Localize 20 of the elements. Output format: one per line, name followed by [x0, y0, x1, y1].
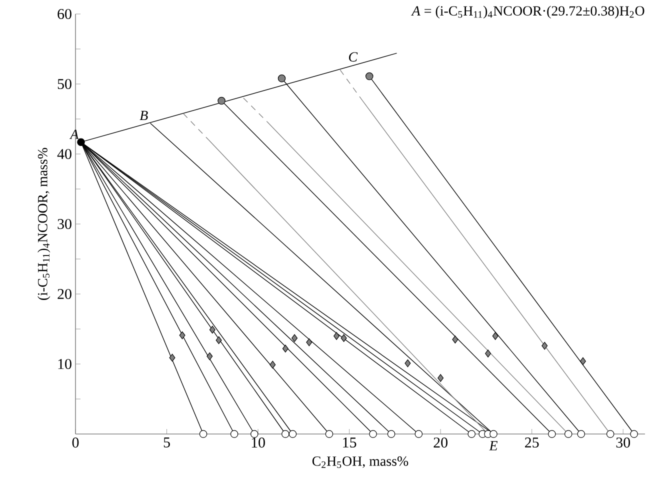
- x-tick-label: 0: [72, 438, 79, 448]
- y-tick-label: 10: [58, 358, 72, 370]
- x-axis-title: C$_{2}$H$_{5}$OH, mass%: [312, 456, 408, 468]
- x-tick-label: 15: [343, 438, 356, 448]
- annotation: C: [349, 52, 358, 62]
- x-tick-label: 5: [164, 438, 170, 448]
- y-tick-label: 20: [58, 288, 72, 300]
- x-tick-label: 10: [252, 438, 265, 448]
- annotation: A: [69, 130, 79, 139]
- text: A = (i-C$_{5}$H$_{11}$)$_{4}$NCOOR·(29.72±0.38)H$_{2}$O: [411, 6, 644, 18]
- y-tick-label: 50: [58, 78, 72, 90]
- annotation: B: [140, 110, 148, 120]
- y-tick-label: 60: [58, 8, 72, 20]
- x-tick-label: 25: [525, 438, 539, 448]
- y-tick-label: 30: [58, 218, 72, 230]
- x-tick-label: 30: [616, 438, 630, 448]
- x-tick-label: 20: [434, 438, 448, 448]
- y-axis-title: (i-C$_{5}$H$_{11}$)$_{4}$NCOOR, mass%: [38, 148, 50, 300]
- y-tick-label: 40: [57, 148, 72, 160]
- annotation: E: [489, 441, 498, 450]
